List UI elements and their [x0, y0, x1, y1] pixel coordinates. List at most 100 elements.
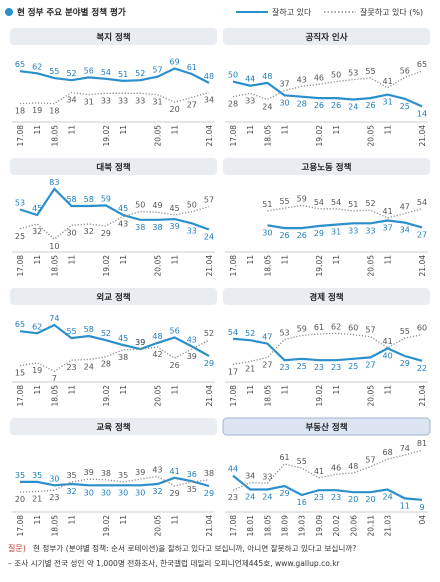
data-label: 20 — [365, 495, 375, 504]
data-label: 26 — [314, 101, 324, 110]
data-label: 19 — [32, 366, 42, 375]
x-tick-label: 11 — [332, 255, 341, 265]
x-tick-label: 17.08 — [229, 125, 238, 147]
bad-line — [267, 204, 423, 219]
data-label: 41 — [383, 77, 393, 86]
data-label: 38 — [101, 469, 111, 478]
data-label: 34 — [245, 472, 255, 481]
data-label: 53 — [279, 328, 289, 337]
data-label: 55 — [49, 67, 59, 76]
data-label: 27 — [262, 360, 272, 369]
x-tick-label: 11 — [332, 385, 341, 395]
x-tick-label: 21.04 — [418, 255, 427, 277]
x-tick-label: 11 — [281, 125, 290, 135]
data-label: 31 — [383, 98, 393, 107]
data-label: 50 — [228, 71, 238, 80]
data-label: 43 — [187, 335, 197, 344]
data-label: 24 — [348, 102, 358, 111]
data-label: 69 — [170, 57, 180, 66]
data-label: 7 — [52, 374, 57, 383]
data-label: 30 — [66, 228, 76, 237]
data-label: 30 — [279, 98, 289, 107]
data-label: 34 — [400, 226, 410, 235]
x-tick-label: 18.05 — [263, 515, 272, 537]
x-tick-label: 19.02 — [315, 255, 324, 277]
data-label: 24 — [262, 102, 272, 111]
data-label: 62 — [32, 62, 42, 71]
data-label: 28 — [228, 100, 238, 109]
x-tick-label: 19.02 — [102, 255, 111, 277]
data-label: 24 — [204, 232, 214, 241]
x-tick-label: 20.11 — [366, 515, 375, 537]
x-tick-label: 11 — [119, 255, 128, 265]
data-label: 83 — [49, 178, 59, 187]
x-tick-label: 18.05 — [50, 255, 59, 277]
data-label: 32 — [152, 487, 162, 496]
data-label: 20 — [348, 495, 358, 504]
data-label: 40 — [383, 351, 393, 360]
good-line — [232, 337, 423, 362]
data-label: 81 — [417, 439, 427, 448]
data-label: 57 — [152, 66, 162, 75]
data-label: 35 — [66, 471, 76, 480]
data-label: 10 — [49, 242, 59, 251]
data-label: 23 — [49, 493, 59, 502]
data-label: 53 — [348, 68, 358, 77]
data-label: 35 — [15, 471, 25, 480]
x-tick-label: 19.02 — [102, 385, 111, 407]
data-label: 48 — [348, 462, 358, 471]
good-line — [267, 219, 423, 230]
data-label: 44 — [228, 465, 238, 474]
data-label: 59 — [101, 194, 111, 203]
data-label: 30 — [84, 488, 94, 497]
data-label: 29 — [170, 489, 180, 498]
data-label: 42 — [152, 350, 162, 359]
data-label: 24 — [262, 492, 272, 501]
x-tick-label: 21.04 — [205, 125, 214, 147]
x-tick-label: 11 — [68, 255, 77, 265]
x-tick-label: 11 — [68, 385, 77, 395]
data-label: 52 — [66, 69, 76, 78]
data-label: 33 — [101, 96, 111, 105]
bad-line — [232, 449, 423, 491]
x-tick-label: 20.05 — [366, 125, 375, 147]
x-tick-label: 11 — [281, 255, 290, 265]
data-label: 30 — [101, 488, 111, 497]
data-label: 56 — [84, 66, 94, 75]
data-label: 43 — [297, 75, 307, 84]
data-label: 52 — [204, 329, 214, 338]
data-label: 31 — [84, 98, 94, 107]
legend-label: 잘하고 있다 — [272, 7, 312, 17]
data-label: 45 — [170, 204, 180, 213]
x-tick-label: 11 — [33, 125, 42, 135]
x-tick-label: 04 — [418, 515, 427, 525]
data-label: 31 — [331, 228, 341, 237]
bullet — [5, 8, 13, 16]
data-label: 41 — [170, 467, 180, 476]
data-label: 45 — [118, 204, 128, 213]
x-tick-label: 18.09 — [281, 515, 290, 537]
x-tick-label: 19.02 — [102, 515, 111, 537]
x-tick-label: 20.02 — [332, 515, 341, 537]
data-label: 39 — [135, 468, 145, 477]
x-tick-label: 11 — [171, 125, 180, 135]
x-tick-label: 17.08 — [16, 515, 25, 537]
data-label: 32 — [32, 227, 42, 236]
data-label: 57 — [365, 326, 375, 335]
data-label: 59 — [297, 324, 307, 333]
panel-title-box — [223, 288, 430, 305]
data-label: 58 — [84, 195, 94, 204]
data-label: 26 — [279, 231, 289, 240]
data-label: 74 — [400, 444, 410, 453]
data-label: 65 — [417, 60, 427, 69]
data-label: 24 — [245, 492, 255, 501]
data-label: 29 — [400, 359, 410, 368]
data-label: 47 — [262, 333, 272, 342]
data-label: 54 — [417, 198, 427, 207]
data-label: 39 — [135, 338, 145, 347]
data-label: 29 — [204, 489, 214, 498]
x-tick-label: 11 — [332, 125, 341, 135]
legend-label: 잘못하고 있다 (%) — [360, 7, 423, 17]
data-label: 46 — [314, 73, 324, 82]
panel-title-box — [223, 28, 430, 45]
